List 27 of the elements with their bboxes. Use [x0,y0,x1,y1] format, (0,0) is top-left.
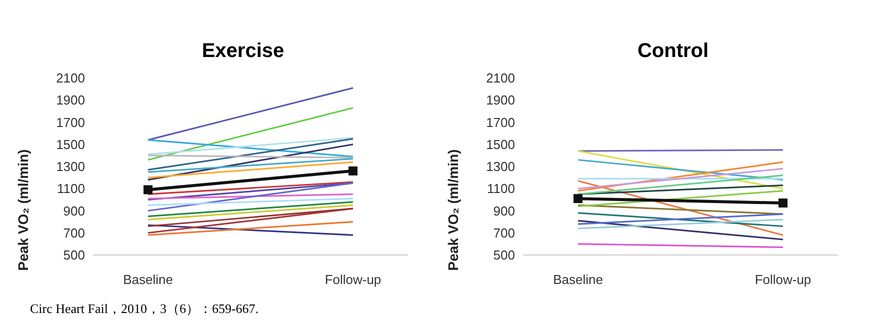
x-tick-label: Baseline [123,272,173,288]
y-tick-label: 1700 [486,114,515,130]
y-tick-label: 900 [493,203,515,218]
y-tick-label: 1500 [56,136,85,152]
y-tick-label: 1700 [56,114,85,130]
y-tick-label: 1100 [57,181,85,196]
y-axis-title: Peak VO₂ (ml/min) [15,149,31,271]
y-tick-label: 500 [63,248,85,263]
y-tick-label: 1100 [487,181,515,196]
y-tick-label: 1500 [486,136,515,152]
y-tick-label: 500 [493,248,515,263]
y-tick-label: 1900 [486,92,515,108]
y-tick-label: 2100 [56,70,85,86]
chart-title: Exercise [200,40,286,64]
x-tick-label: Follow-up [754,272,812,288]
x-tick-label: Baseline [553,272,603,288]
y-tick-label: 1900 [56,92,85,108]
x-tick-label: Follow-up [324,272,382,288]
y-tick-label: 1300 [56,159,85,174]
y-tick-label: 700 [493,225,515,240]
y-axis-title: Peak VO₂ (ml/min) [445,149,461,271]
y-tick-label: 1300 [486,159,515,174]
y-tick-label: 700 [63,225,85,240]
chart-title: Control [636,40,710,64]
y-tick-label: 2100 [486,70,515,86]
y-tick-label: 900 [63,203,85,218]
text: Circ Heart Fail，2010，3（6）：659-667. [30,300,260,318]
